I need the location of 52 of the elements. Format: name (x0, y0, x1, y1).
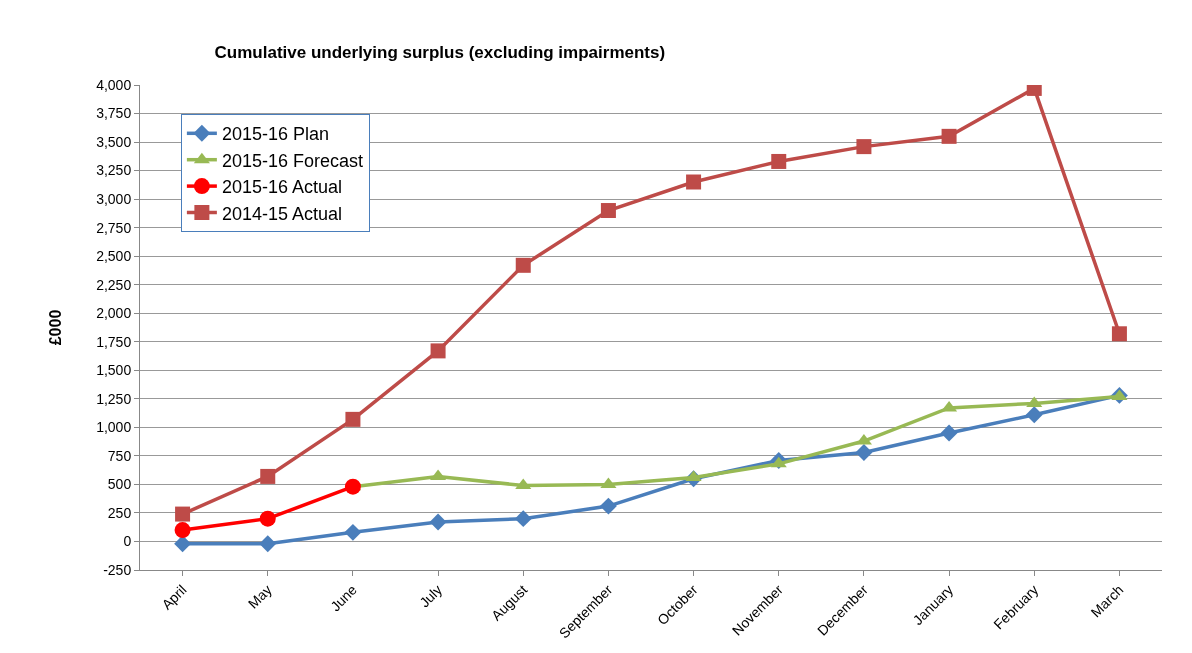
y-tick-label: 2,500 (96, 248, 132, 265)
y-tick-label: 3,000 (96, 191, 132, 208)
point (259, 535, 277, 553)
point (344, 523, 362, 541)
point (515, 257, 531, 273)
point (175, 506, 191, 522)
point (856, 139, 872, 155)
point (174, 535, 192, 553)
y-tick-label: 250 (107, 504, 132, 521)
point (515, 478, 532, 490)
point (260, 468, 276, 484)
y-tick-label: 1,500 (96, 362, 132, 379)
point (941, 128, 957, 144)
y-tick-label: 2,000 (96, 305, 132, 322)
legend-label: 2015-16 Plan (221, 124, 329, 145)
y-tick-label: 2,750 (96, 219, 132, 236)
point (685, 470, 702, 482)
y-tick-label: 1,750 (96, 333, 132, 350)
point (430, 343, 446, 359)
y-tick-label: 500 (107, 476, 132, 493)
point (600, 203, 616, 219)
y-tick-label: 750 (107, 447, 132, 464)
y-tick-label: 3,500 (96, 133, 132, 150)
legend-label: 2014-15 Actual (221, 203, 342, 224)
y-tick-label: -250 (103, 561, 132, 578)
point (174, 522, 191, 539)
legend-label: 2015-16 Forecast (221, 150, 363, 171)
point (259, 510, 276, 527)
y-tick-label: 3,750 (96, 105, 132, 122)
point (599, 497, 617, 515)
point (1111, 326, 1127, 342)
y-tick-label: 4,000 (96, 76, 132, 93)
point (1025, 406, 1043, 424)
point (941, 400, 958, 412)
point (855, 444, 873, 461)
point (940, 424, 958, 442)
point (345, 411, 361, 427)
point (344, 478, 361, 495)
chart-title: Cumulative underlying surplus (excluding impairments) (214, 42, 666, 62)
y-tick-label: 1,000 (96, 419, 132, 436)
y-tick-label: 1,250 (96, 390, 132, 407)
point (514, 510, 532, 528)
point (429, 513, 447, 531)
y-axis-title: £000 (47, 309, 65, 346)
point (686, 174, 702, 190)
x-tick-label: July (416, 581, 446, 611)
point (770, 456, 787, 468)
point (771, 153, 787, 169)
y-tick-label: 2,250 (96, 276, 132, 293)
y-tick-label: 3,250 (96, 162, 132, 179)
legend-label: 2015-16 Actual (221, 177, 342, 198)
y-tick-label: 0 (123, 533, 132, 550)
